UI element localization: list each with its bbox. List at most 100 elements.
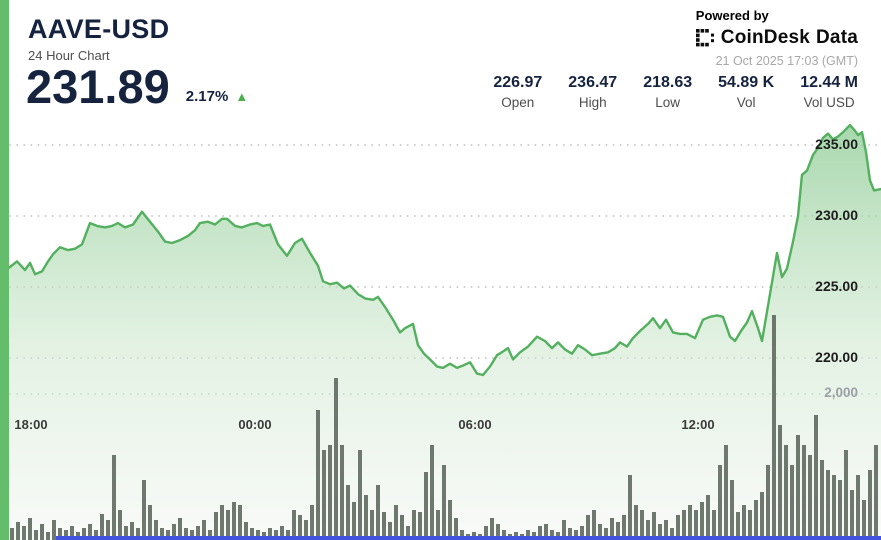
volume-bar (232, 502, 236, 540)
volume-bar (202, 520, 206, 540)
volume-bar (268, 528, 272, 540)
stat-value: 12.44 M (800, 74, 858, 91)
volume-bar (544, 524, 548, 540)
volume-bar (586, 515, 590, 540)
volume-bar (208, 530, 212, 540)
volume-bar (328, 445, 332, 540)
volume-bar (316, 410, 320, 540)
volume-bar (34, 530, 38, 540)
y-axis-tick: 230.00 (815, 207, 858, 223)
volume-bar (10, 528, 14, 540)
volume-bar (838, 480, 842, 540)
volume-bar (580, 526, 584, 540)
volume-bar (406, 526, 410, 540)
timeline-scrollbar-thumb[interactable] (56, 536, 881, 540)
volume-bar (304, 520, 308, 540)
volume-bar (700, 502, 704, 540)
volume-bar (100, 514, 104, 540)
volume-bar (526, 530, 530, 540)
volume-bar (760, 492, 764, 540)
volume-bar (844, 450, 848, 540)
volume-bar (568, 528, 572, 540)
y-axis-tick: 220.00 (815, 349, 858, 365)
volume-bar (448, 500, 452, 540)
volume-bar (682, 510, 686, 540)
volume-bar (538, 526, 542, 540)
coindesk-logo-icon (695, 29, 714, 47)
volume-bar (634, 505, 638, 540)
volume-bar (820, 460, 824, 540)
volume-bar (148, 505, 152, 540)
volume-bar (196, 526, 200, 540)
brand-data: Data (816, 27, 858, 48)
volume-bar (550, 530, 554, 540)
volume-bar (616, 522, 620, 540)
chart-subtitle: 24 Hour Chart (28, 48, 110, 63)
stat-value: 218.63 (643, 74, 693, 91)
y-axis-tick: 225.00 (815, 278, 858, 294)
volume-bar (640, 510, 644, 540)
volume-bar (58, 528, 62, 540)
volume-bar (412, 510, 416, 540)
volume-bar (274, 530, 278, 540)
x-axis-tick: 00:00 (238, 417, 272, 432)
volume-bar (154, 520, 158, 540)
volume-bar (790, 465, 794, 540)
volume-bar (16, 522, 20, 540)
stat-low: 218.63 Low (643, 74, 692, 110)
volume-bar (868, 470, 872, 540)
volume-bar (364, 495, 368, 540)
volume-bar (688, 505, 692, 540)
volume-bar (22, 526, 26, 540)
page-title: AAVE-USD (28, 14, 170, 44)
stat-value: 54.89 K (718, 74, 775, 91)
y-axis-tick: 235.00 (815, 136, 858, 152)
volume-bar (430, 445, 434, 540)
volume-bar (334, 378, 338, 540)
up-arrow-icon: ▲ (235, 89, 249, 104)
stat-high: 236.47 High (568, 74, 617, 110)
volume-bar (388, 522, 392, 540)
volume-bar (628, 475, 632, 540)
volume-bar (664, 520, 668, 540)
volume-bar (736, 512, 740, 540)
stat-vol: 54.89 K Vol (718, 74, 774, 110)
powered-by-block: Powered by CoinDesk Data 21 Oct 2025 17:… (695, 8, 858, 68)
volume-bar (358, 450, 362, 540)
volume-bar (484, 526, 488, 540)
volume-bar (874, 445, 878, 540)
volume-bar (676, 515, 680, 540)
volume-bar (256, 530, 260, 540)
volume-bar (178, 518, 182, 540)
volume-bar (796, 435, 800, 540)
volume-bar (442, 465, 446, 540)
volume-bar (52, 520, 56, 540)
volume-bar (292, 510, 296, 540)
coindesk-logo[interactable]: CoinDesk Data (695, 27, 858, 49)
volume-bar (118, 510, 122, 540)
volume-bar (64, 530, 68, 540)
volume-bar (592, 510, 596, 540)
volume-bar (856, 475, 860, 540)
volume-bar (88, 524, 92, 540)
volume-bar (862, 500, 866, 540)
volume-bar (310, 505, 314, 540)
stat-label: High (578, 95, 607, 110)
volume-bar (28, 518, 32, 540)
volume-bar (802, 445, 806, 540)
volume-bar (712, 510, 716, 540)
brand-coindesk: CoinDesk (720, 27, 811, 48)
volume-bar (376, 485, 380, 540)
volume-bar (286, 530, 290, 540)
volume-bar (670, 528, 674, 540)
stat-label: Vol (736, 95, 756, 110)
x-axis-tick: 18:00 (14, 417, 48, 432)
stat-label: Vol USD (803, 95, 855, 110)
volume-bar (400, 515, 404, 540)
volume-bar (772, 315, 776, 540)
volume-bar (94, 530, 98, 540)
volume-bar (112, 455, 116, 540)
volume-bar (808, 455, 812, 540)
